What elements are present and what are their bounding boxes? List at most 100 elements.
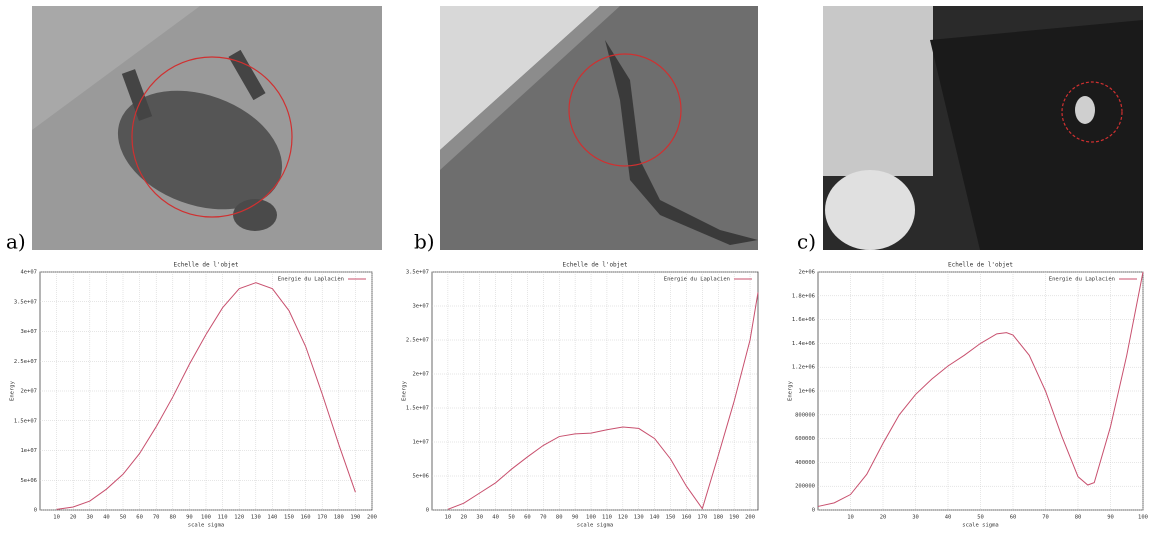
x-tick-label: 10 [847, 515, 854, 521]
legend-label: Energie du Laplacien [664, 277, 730, 283]
x-tick-label: 200 [745, 515, 755, 521]
y-tick-label: 3e+07 [20, 329, 37, 335]
x-tick-label: 120 [234, 515, 244, 521]
x-tick-label: 140 [650, 515, 660, 521]
y-tick-label: 1.5e+07 [14, 418, 37, 424]
y-axis-label: Energy [402, 380, 408, 401]
x-tick-label: 100 [586, 515, 596, 521]
x-tick-label: 20 [880, 515, 887, 521]
x-tick-label: 10 [53, 515, 60, 521]
x-tick-label: 70 [153, 515, 160, 521]
panel-label: a) [6, 230, 26, 254]
y-tick-label: 2e+06 [798, 270, 815, 276]
panel-label: c) [797, 230, 816, 254]
y-tick-label: 400000 [795, 460, 815, 466]
line-series [817, 271, 1144, 507]
y-tick-label: 2e+07 [412, 372, 429, 378]
x-tick-label: 30 [912, 515, 919, 521]
y-tick-label: 1.6e+06 [792, 317, 815, 323]
x-tick-label: 20 [70, 515, 77, 521]
x-tick-label: 60 [136, 515, 143, 521]
y-tick-label: 1.5e+07 [406, 406, 429, 412]
x-tick-label: 160 [681, 515, 691, 521]
x-tick-label: 20 [460, 515, 467, 521]
x-axis-label: scale sigma [577, 523, 613, 529]
chart-title: Echelle de l'objet [562, 262, 627, 269]
x-tick-label: 30 [86, 515, 93, 521]
line-series [56, 282, 356, 510]
y-tick-label: 600000 [795, 436, 815, 442]
x-tick-label: 70 [1042, 515, 1049, 521]
legend-label: Energie du Laplacien [278, 277, 344, 283]
x-tick-label: 170 [317, 515, 327, 521]
x-tick-label: 150 [284, 515, 294, 521]
x-tick-label: 90 [1107, 515, 1114, 521]
photo-b [440, 6, 758, 250]
y-tick-label: 2e+07 [20, 389, 37, 395]
x-tick-label: 190 [729, 515, 739, 521]
x-tick-label: 180 [713, 515, 723, 521]
y-tick-label: 5e+06 [412, 474, 429, 480]
x-tick-label: 40 [103, 515, 110, 521]
x-tick-label: 140 [267, 515, 277, 521]
x-tick-label: 30 [476, 515, 483, 521]
x-tick-label: 80 [1075, 515, 1082, 521]
x-tick-label: 80 [556, 515, 563, 521]
x-tick-label: 160 [301, 515, 311, 521]
y-tick-label: 3e+07 [412, 304, 429, 310]
y-tick-label: 4e+07 [20, 270, 37, 276]
x-tick-label: 50 [120, 515, 127, 521]
x-tick-label: 40 [945, 515, 952, 521]
x-tick-label: 60 [524, 515, 531, 521]
x-axis-label: scale sigma [188, 523, 224, 529]
y-tick-label: 3.5e+07 [406, 270, 429, 276]
y-tick-label: 3.5e+07 [14, 299, 37, 305]
y-axis-label: Energy [788, 380, 794, 401]
x-tick-label: 40 [492, 515, 499, 521]
y-tick-label: 1.4e+06 [792, 341, 815, 347]
x-axis-label: scale sigma [962, 523, 998, 529]
x-tick-label: 120 [618, 515, 628, 521]
y-tick-label: 1.2e+06 [792, 365, 815, 371]
x-tick-label: 100 [1138, 515, 1148, 521]
x-tick-label: 180 [334, 515, 344, 521]
x-tick-label: 90 [572, 515, 579, 521]
x-tick-label: 10 [445, 515, 452, 521]
x-tick-label: 100 [201, 515, 211, 521]
x-tick-label: 50 [977, 515, 984, 521]
chart-title: Echelle de l'objet [173, 262, 238, 269]
y-tick-label: 1e+07 [20, 448, 37, 454]
x-tick-label: 170 [697, 515, 707, 521]
y-tick-label: 800000 [795, 412, 815, 418]
y-tick-label: 5e+06 [20, 478, 37, 484]
x-tick-label: 70 [540, 515, 547, 521]
photo-a [32, 6, 382, 250]
y-tick-label: 0 [812, 508, 815, 514]
y-tick-label: 2.5e+07 [406, 338, 429, 344]
y-tick-label: 0 [426, 508, 429, 514]
x-tick-label: 80 [169, 515, 176, 521]
y-tick-label: 2.5e+07 [14, 359, 37, 365]
y-axis-label: Energy [10, 380, 16, 401]
plot-area [431, 271, 759, 511]
panel-label: b) [414, 230, 435, 254]
x-tick-label: 130 [251, 515, 261, 521]
y-tick-label: 1e+07 [412, 440, 429, 446]
x-tick-label: 50 [508, 515, 515, 521]
x-tick-label: 200 [367, 515, 377, 521]
x-tick-label: 130 [634, 515, 644, 521]
x-tick-label: 60 [1010, 515, 1017, 521]
x-tick-label: 110 [218, 515, 228, 521]
line-series [447, 292, 759, 510]
y-tick-label: 200000 [795, 484, 815, 490]
legend-label: Energie du Laplacien [1049, 277, 1115, 283]
y-tick-label: 1.8e+06 [792, 293, 815, 299]
x-tick-label: 110 [602, 515, 612, 521]
x-tick-label: 190 [350, 515, 360, 521]
x-tick-label: 150 [666, 515, 676, 521]
chart-title: Echelle de l'objet [948, 262, 1013, 269]
photo-c [823, 6, 1143, 250]
y-tick-label: 1e+06 [798, 389, 815, 395]
y-tick-label: 0 [34, 508, 37, 514]
